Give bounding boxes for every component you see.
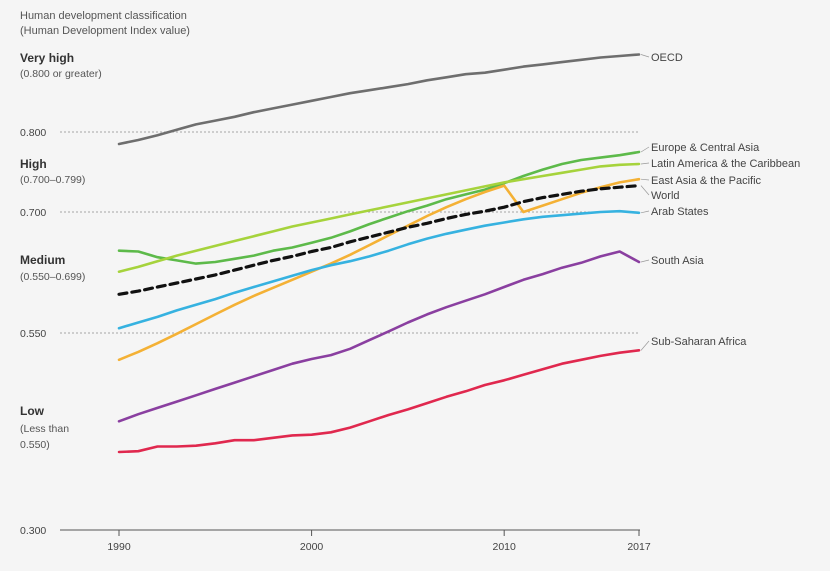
series-label: World: [651, 190, 680, 202]
x-tick-label: 2000: [300, 541, 324, 553]
label-connector: [640, 54, 650, 58]
series-line-latin-america-the-caribbean: [117, 162, 641, 274]
label-connector: [640, 259, 650, 263]
band-very-high-range: (0.800 or greater): [20, 68, 102, 80]
series-lines: [117, 53, 641, 454]
label-connector: [640, 185, 650, 196]
band-low-range-line-1: (Less than: [20, 423, 69, 435]
band-high-title: High: [20, 157, 47, 171]
y-tick-label: 0.550: [20, 328, 46, 340]
label-connector: [640, 162, 650, 165]
band-high-range: (0.700–0.799): [20, 174, 85, 186]
x-tick-label: 1990: [107, 541, 131, 553]
series-line-sub-saharan-africa: [117, 348, 641, 454]
series-line-arab-states: [117, 209, 641, 330]
series-line-south-asia: [117, 250, 641, 423]
band-low-title: Low: [20, 404, 45, 418]
series-labels: OECD Europe & Central Asia Latin America &…: [640, 52, 800, 351]
chart-title-line-2: (Human Development Index value): [20, 25, 190, 37]
series-line-east-asia-the-pacific: [117, 177, 641, 362]
y-tick-label: 0.700: [20, 207, 46, 219]
chart-title-line-1: Human development classification: [20, 10, 187, 22]
series-label: East Asia & the Pacific: [651, 175, 762, 187]
label-connector: [640, 340, 650, 351]
series-line-oecd: [117, 53, 641, 146]
x-tick-label: 2017: [627, 541, 651, 553]
label-connector: [640, 210, 650, 214]
axes: 0.800 0.700 0.550 0.300 1990 2000 2010 2017: [20, 127, 651, 553]
series-label: South Asia: [651, 255, 704, 267]
y-tick-label: 0.800: [20, 127, 46, 139]
gridlines: [60, 131, 640, 334]
series-label: Arab States: [651, 206, 709, 218]
series-line-europe-central-asia: [117, 150, 641, 265]
series-label: Sub-Saharan Africa: [651, 336, 747, 348]
series-label: Latin America & the Caribbean: [651, 158, 800, 170]
label-connector: [640, 146, 650, 153]
band-medium-range: (0.550–0.699): [20, 271, 85, 283]
series-label: Europe & Central Asia: [651, 142, 760, 154]
series-label: OECD: [651, 52, 683, 64]
series-line-world: [117, 184, 641, 296]
band-low-range-line-2: 0.550): [20, 439, 50, 451]
band-medium-title: Medium: [20, 253, 65, 267]
x-tick-label: 2010: [493, 541, 517, 553]
label-connector: [640, 178, 650, 181]
y-tick-label: 0.300: [20, 525, 46, 537]
band-very-high-title: Very high: [20, 51, 74, 65]
